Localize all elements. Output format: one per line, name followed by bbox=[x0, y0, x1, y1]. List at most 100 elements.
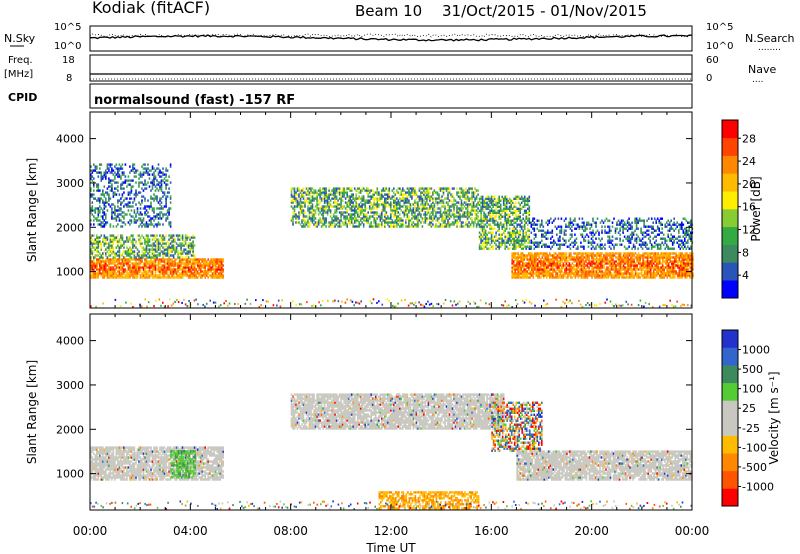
power-echo-region-3 bbox=[368, 201, 371, 204]
power-echo-region-1 bbox=[106, 238, 109, 241]
power-echo-region-0 bbox=[97, 272, 100, 275]
power-echo-region-5 bbox=[601, 264, 604, 267]
power-echo-region-3 bbox=[325, 197, 327, 200]
power-echo-region-3 bbox=[462, 189, 464, 192]
power-echo-region-4 bbox=[508, 221, 511, 224]
power-echo-region-0 bbox=[121, 274, 124, 277]
power-echo-region-3 bbox=[472, 205, 475, 208]
power-echo-region-3 bbox=[471, 191, 473, 194]
power-echo-region-1 bbox=[94, 240, 97, 243]
power-echo-region-4 bbox=[523, 205, 526, 208]
power-echo-region-3 bbox=[352, 209, 354, 212]
power-echo-region-5 bbox=[643, 262, 646, 265]
power-echo-region-2 bbox=[156, 167, 158, 170]
power-echo-region-5 bbox=[631, 262, 634, 265]
power-echo-region-4 bbox=[511, 211, 514, 214]
power-echo-region-5 bbox=[553, 260, 556, 263]
power-echo-region-2 bbox=[129, 171, 131, 174]
power-echo-region-3 bbox=[390, 213, 392, 216]
power-echo-region-5 bbox=[583, 252, 586, 255]
power-echo-region-3 bbox=[391, 221, 394, 224]
power-echo-region-3 bbox=[427, 193, 430, 196]
power-echo-region-3 bbox=[385, 199, 388, 202]
power-echo-region-0 bbox=[145, 270, 148, 273]
power-echo-region-1 bbox=[103, 236, 106, 239]
power-echo-region-3 bbox=[426, 219, 428, 222]
power-echo-region-5 bbox=[642, 264, 644, 267]
power-echo-region-0 bbox=[202, 260, 205, 263]
power-echo-region-0 bbox=[96, 276, 98, 279]
power-echo-region-3 bbox=[307, 205, 309, 208]
power-echo-region-1 bbox=[151, 256, 154, 259]
power-echo-region-5 bbox=[636, 268, 638, 271]
power-echo-region-3 bbox=[365, 207, 368, 210]
power-echo-region-3 bbox=[313, 193, 315, 196]
power-echo-region-0 bbox=[207, 266, 209, 269]
power-echo-region-2 bbox=[154, 175, 157, 178]
power-echo-region-2 bbox=[130, 215, 133, 218]
power-echo-region-0 bbox=[181, 272, 184, 275]
power-echo-region-1 bbox=[111, 246, 113, 249]
power-echo-region-5 bbox=[613, 252, 616, 255]
power-echo-region-3 bbox=[430, 187, 433, 190]
power-echo-region-2 bbox=[114, 209, 116, 212]
power-echo-region-5 bbox=[535, 256, 538, 259]
power-echo-region-5 bbox=[640, 254, 643, 257]
power-echo-region-4 bbox=[528, 229, 531, 232]
power-echo-region-1 bbox=[154, 240, 157, 243]
power-echo-region-3 bbox=[311, 199, 314, 202]
power-echo-region-2 bbox=[138, 181, 140, 184]
power-echo-region-1 bbox=[169, 254, 172, 257]
power-echo-region-3 bbox=[344, 191, 347, 194]
power-echo-region-1 bbox=[111, 250, 113, 253]
power-echo-region-3 bbox=[292, 215, 294, 218]
power-echo-region-5 bbox=[592, 272, 595, 275]
power-echo-region-5 bbox=[577, 270, 580, 273]
power-echo-region-3 bbox=[323, 195, 326, 198]
power-echo-region-2 bbox=[91, 171, 94, 174]
power-echo-region-5 bbox=[565, 258, 568, 261]
power-echo-region-0 bbox=[133, 262, 136, 265]
power-echo-region-5 bbox=[625, 266, 628, 269]
power-echo-region-4 bbox=[511, 245, 514, 248]
power-echo-region-2 bbox=[96, 199, 98, 202]
power-echo-region-1 bbox=[106, 250, 109, 253]
power-echo-region-5 bbox=[553, 264, 556, 267]
power-echo-region-1 bbox=[120, 238, 122, 241]
power-echo-region-0 bbox=[141, 272, 143, 275]
power-echo-region-1 bbox=[106, 246, 109, 249]
power-echo-region-3 bbox=[376, 193, 379, 196]
power-echo-region-0 bbox=[178, 260, 181, 263]
power-echo-region-5 bbox=[517, 256, 519, 259]
power-echo-region-0 bbox=[216, 274, 218, 277]
power-echo-region-5 bbox=[512, 260, 515, 263]
power-echo-region-5 bbox=[517, 252, 519, 255]
power-echo-region-5 bbox=[556, 256, 559, 259]
power-echo-region-0 bbox=[168, 276, 170, 279]
power-echo-region-5 bbox=[562, 272, 565, 275]
power-echo-region-4 bbox=[498, 241, 500, 244]
power-echo-region-5 bbox=[610, 264, 613, 267]
power-echo-region-2 bbox=[97, 171, 100, 174]
power-echo-region-5 bbox=[603, 256, 605, 259]
power-echo-region-3 bbox=[441, 201, 443, 204]
power-echo-region-1 bbox=[132, 238, 134, 241]
power-echo-region-4 bbox=[514, 209, 517, 212]
power-echo-region-3 bbox=[341, 223, 344, 226]
power-echo-region-5 bbox=[640, 272, 643, 275]
power-echo-region-5 bbox=[583, 276, 586, 279]
power-echo-region-4 bbox=[483, 201, 485, 204]
power-echo-region-5 bbox=[609, 264, 611, 267]
power-echo-region-3 bbox=[466, 209, 469, 212]
power-echo-region-3 bbox=[320, 219, 323, 222]
power-echo-region-5 bbox=[630, 266, 632, 269]
power-echo-region-3 bbox=[469, 211, 472, 214]
power-echo-region-3 bbox=[424, 221, 427, 224]
power-echo-region-3 bbox=[341, 199, 344, 202]
power-echo-region-5 bbox=[580, 260, 583, 263]
power-echo-region-1 bbox=[108, 246, 110, 249]
power-echo-region-3 bbox=[356, 189, 359, 192]
power-echo-region-3 bbox=[397, 219, 400, 222]
power-echo-region-3 bbox=[314, 213, 317, 216]
power-echo-region-4 bbox=[484, 219, 487, 222]
